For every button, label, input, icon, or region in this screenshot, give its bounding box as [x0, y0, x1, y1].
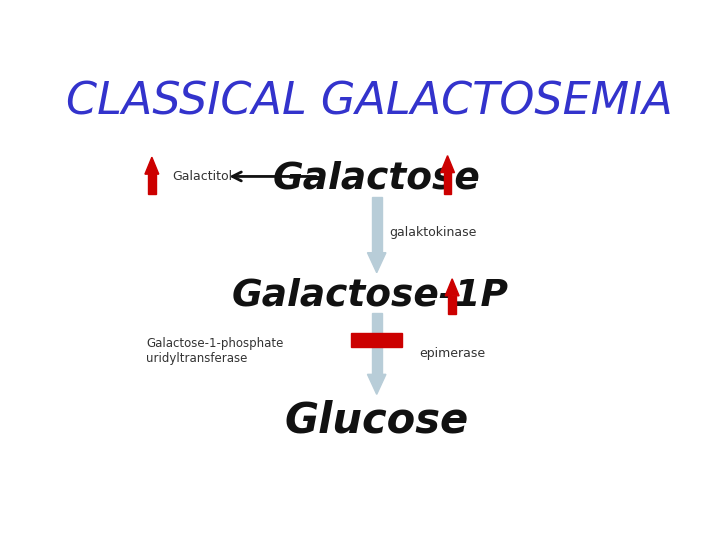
Polygon shape	[445, 279, 459, 296]
Polygon shape	[372, 313, 382, 374]
Polygon shape	[441, 156, 454, 173]
Polygon shape	[444, 173, 451, 194]
Polygon shape	[367, 253, 386, 273]
Text: Glucose: Glucose	[284, 400, 469, 442]
Text: Galactose-1-phosphate
uridyltransferase: Galactose-1-phosphate uridyltransferase	[146, 338, 284, 365]
Polygon shape	[145, 157, 159, 174]
Polygon shape	[148, 174, 156, 194]
Text: CLASSICAL GALACTOSEMIA: CLASSICAL GALACTOSEMIA	[66, 80, 672, 123]
Polygon shape	[372, 197, 382, 253]
Text: Galactose: Galactose	[273, 161, 480, 197]
Text: epimerase: epimerase	[419, 347, 485, 360]
Text: Galactose-1P: Galactose-1P	[232, 278, 509, 314]
Bar	[351, 333, 402, 347]
Text: Galactitol: Galactitol	[172, 170, 232, 183]
Polygon shape	[449, 296, 456, 314]
Polygon shape	[367, 374, 386, 394]
Text: galaktokinase: galaktokinase	[389, 226, 477, 239]
